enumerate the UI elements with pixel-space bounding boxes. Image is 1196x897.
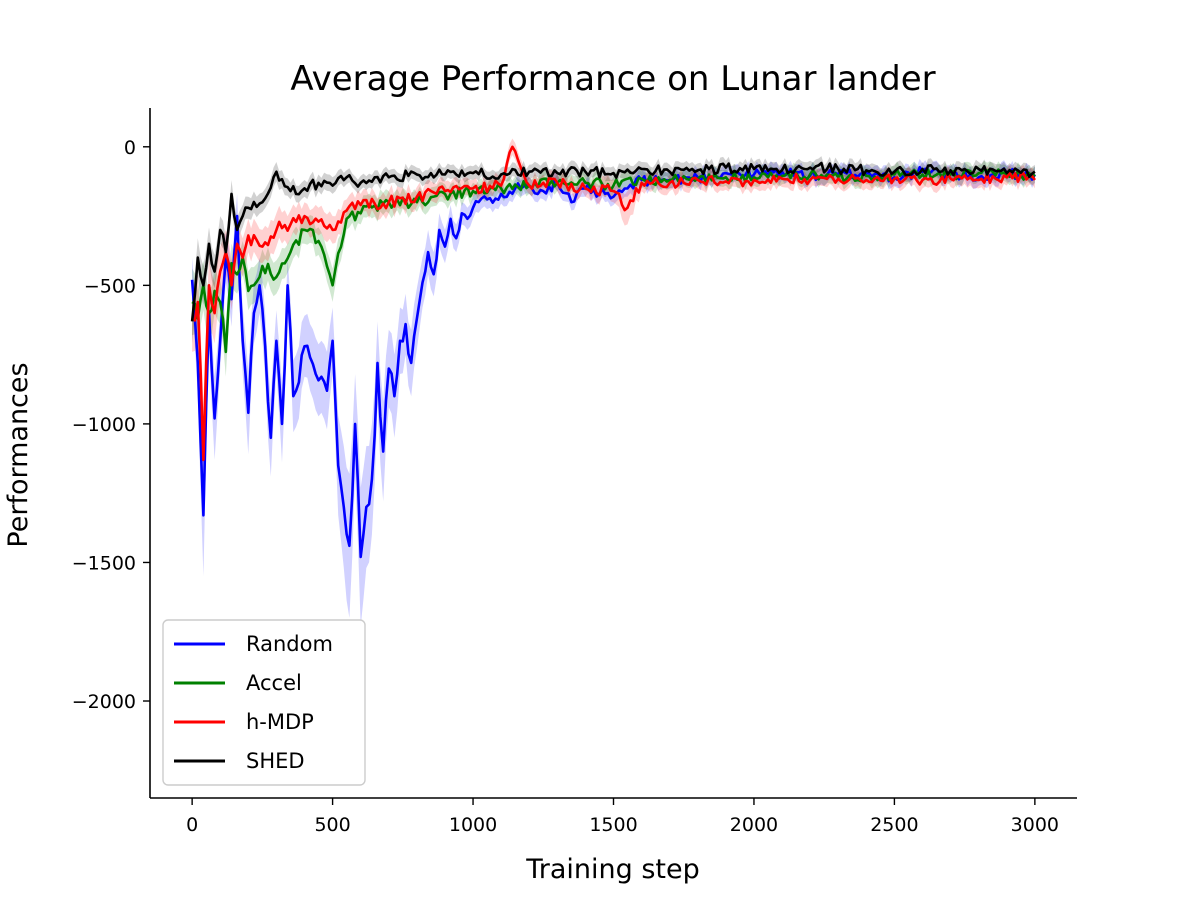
y-tick-label: −1000: [72, 414, 136, 436]
legend-label-h-mdp: h-MDP: [246, 710, 314, 734]
legend-label-random: Random: [246, 632, 333, 656]
x-tick-label: 3000: [1011, 814, 1059, 836]
y-tick-label: −500: [84, 275, 136, 297]
y-tick-label: 0: [124, 137, 136, 159]
line-accel: [191, 167, 1036, 354]
y-tick-label: −2000: [72, 691, 136, 713]
x-tick-label: 2500: [870, 814, 918, 836]
legend: Random Accel h-MDP SHED: [162, 619, 366, 786]
y-tick-label: −1500: [72, 552, 136, 574]
x-tick-label: 2000: [730, 814, 778, 836]
x-tick-label: 1000: [449, 814, 497, 836]
uncertainty-bands: [192, 138, 1035, 627]
x-axis-title: Training step: [525, 854, 700, 885]
x-tick-label: 500: [314, 814, 350, 836]
series-lines: [190, 145, 1037, 559]
line-shed: [190, 161, 1036, 322]
legend-box: [162, 619, 366, 786]
legend-label-shed: SHED: [246, 749, 305, 773]
x-tick-label: 1500: [589, 814, 637, 836]
band-accel: [192, 160, 1035, 377]
x-tick-label: 0: [186, 814, 198, 836]
axis-ticks: 0 500 1000 1500 2000 2500 3000 0 −500 −1000 −1500 −…: [72, 137, 1059, 836]
line-h-mdp: [191, 145, 1036, 462]
y-axis-title: Performances: [3, 362, 34, 547]
legend-label-accel: Accel: [246, 671, 302, 695]
chart-title: Average Performance on Lunar lander: [290, 59, 935, 99]
